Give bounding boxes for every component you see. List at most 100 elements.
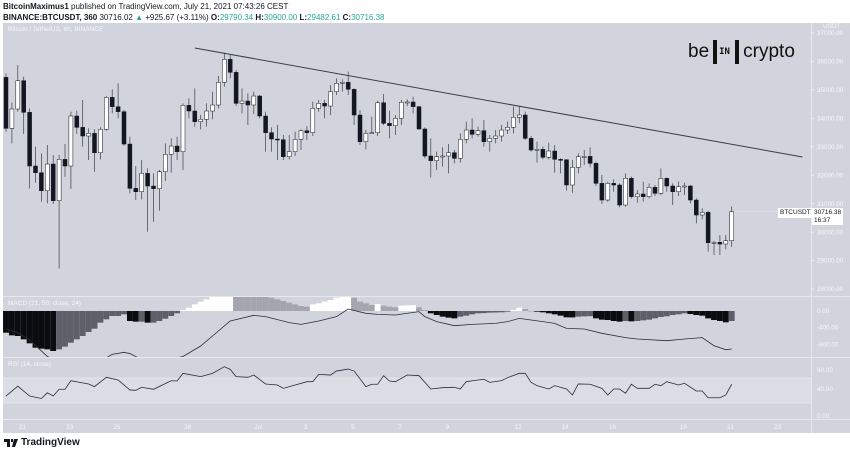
macd-bar <box>321 301 328 311</box>
candle-down <box>640 193 646 197</box>
macd-bar <box>209 297 216 311</box>
candle-down <box>599 183 605 201</box>
candle-down <box>80 127 85 137</box>
macd-bar <box>250 297 257 311</box>
macd-bar <box>711 311 717 321</box>
macd-bar <box>386 306 393 311</box>
time-tick-label: 25 <box>113 424 121 431</box>
candle-up <box>251 95 257 106</box>
time-tick-label: Jul <box>254 424 262 431</box>
candle-down <box>322 103 327 107</box>
macd-bar <box>156 311 163 321</box>
candle-up <box>487 138 493 142</box>
macd-bar <box>85 311 92 332</box>
candle-up <box>546 150 552 158</box>
author-name[interactable]: BitcoinMaximus1 <box>3 2 69 11</box>
candle-down <box>416 106 422 130</box>
time-tick-label: 9 <box>446 424 450 431</box>
macd-bar <box>345 297 352 311</box>
candle-up <box>404 101 410 104</box>
macd-bar <box>26 311 33 344</box>
macd-bar <box>675 311 682 315</box>
candle-down <box>652 187 658 194</box>
macd-bar <box>604 311 611 321</box>
candle-up <box>163 154 168 172</box>
candle-up <box>375 102 380 133</box>
chart-background <box>3 23 850 433</box>
candle-down <box>694 199 699 216</box>
candle-up <box>458 139 463 159</box>
time-tick-label: 5 <box>351 424 355 431</box>
macd-bar <box>716 311 723 321</box>
candle-up <box>570 167 575 186</box>
candle-up <box>729 211 734 241</box>
candle-up <box>682 185 687 188</box>
candle-down <box>552 150 557 160</box>
macd-bar <box>351 297 358 311</box>
macd-bar <box>73 311 80 340</box>
candle-down <box>593 163 599 184</box>
open-label: O: <box>210 13 220 22</box>
last-price-label: 30716.38 16:37 <box>812 208 844 225</box>
macd-bar <box>581 311 588 317</box>
macd-bar <box>121 311 127 315</box>
macd-bar <box>126 311 133 321</box>
macd-bar <box>357 301 363 311</box>
macd-bar <box>303 306 310 311</box>
candle-up <box>180 105 186 152</box>
candle-down <box>50 163 56 201</box>
macd-bar <box>292 304 299 311</box>
candle-up <box>440 155 445 158</box>
candle-down <box>481 130 487 142</box>
macd-bar <box>492 311 499 313</box>
candle-up <box>328 91 333 107</box>
macd-bar <box>421 310 428 311</box>
macd-bar <box>498 311 505 313</box>
candle-down <box>611 183 616 186</box>
candles <box>3 52 734 269</box>
time-tick-label: 28 <box>184 424 192 431</box>
candle-up <box>340 82 345 84</box>
macd-bar <box>551 311 558 315</box>
candle-down <box>275 138 280 141</box>
macd-bar <box>539 311 546 313</box>
candle-down <box>522 114 528 139</box>
candle-down <box>33 165 38 173</box>
macd-bar <box>545 311 552 314</box>
tradingview-brand[interactable]: TradingView <box>4 437 80 448</box>
candle-up <box>157 171 162 189</box>
price-tick-label: 36000.00 <box>817 59 844 66</box>
candle-down <box>39 172 44 191</box>
macd-bar <box>168 311 175 316</box>
macd-bar <box>67 311 74 343</box>
macd-bar <box>687 311 694 315</box>
macd-bar <box>38 311 45 349</box>
macd-bar <box>699 311 706 316</box>
macd-bar <box>3 311 9 333</box>
candle-down <box>688 185 693 201</box>
macd-bar <box>20 311 27 340</box>
macd-bar <box>103 311 110 320</box>
symbol-price-tag: BTCUSDT <box>778 208 813 218</box>
candle-up <box>499 129 504 137</box>
macd-bar <box>244 297 251 311</box>
candle-down <box>558 159 563 161</box>
macd-bar <box>44 311 51 350</box>
candle-down <box>705 212 711 243</box>
macd-bar <box>398 305 405 311</box>
time-tick-label: 16 <box>609 424 617 431</box>
time-tick-label: 12 <box>515 424 523 431</box>
macd-bar <box>309 304 316 311</box>
macd-bar <box>79 311 86 336</box>
rsi-band <box>3 378 811 403</box>
candle-down <box>145 173 150 187</box>
macd-bar <box>185 307 192 311</box>
candle-down <box>717 242 723 245</box>
macd-bar <box>528 311 535 312</box>
candle-down <box>269 132 274 140</box>
macd-bar <box>8 311 15 336</box>
candle-down <box>422 128 428 157</box>
candle-up <box>517 114 522 118</box>
macd-bar <box>722 311 729 323</box>
